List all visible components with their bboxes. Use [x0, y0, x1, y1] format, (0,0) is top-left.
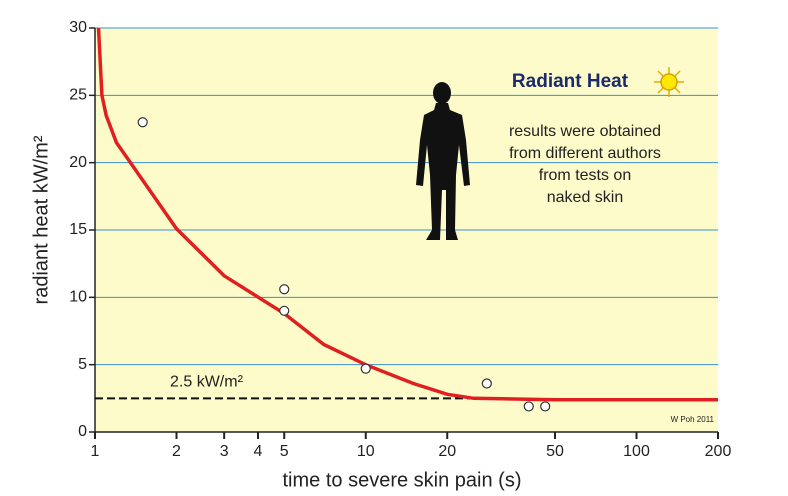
- x-tick-label: 2: [172, 443, 181, 460]
- annotation-title: Radiant Heat: [512, 71, 629, 92]
- x-axis-label: time to severe skin pain (s): [283, 469, 522, 491]
- data-point: [523, 401, 534, 412]
- human-silhouette: [416, 82, 470, 240]
- x-tick-label: 20: [438, 443, 456, 460]
- note: naked skin: [547, 189, 624, 206]
- y-tick-label: 30: [69, 19, 87, 36]
- data-point: [137, 117, 148, 128]
- y-axis-label: radiant heat kW/m²: [30, 135, 52, 304]
- data-point: [540, 401, 551, 412]
- x-tick-label: 4: [254, 443, 263, 460]
- y-tick-label: 10: [69, 289, 87, 306]
- note: results were obtained: [509, 123, 661, 140]
- x-tick-label: 10: [357, 443, 375, 460]
- reference-label: 2.5 kW/m²: [170, 374, 244, 391]
- y-tick-label: 5: [78, 356, 87, 373]
- data-point: [360, 363, 371, 374]
- x-tick-label: 200: [705, 443, 732, 460]
- data-point: [481, 378, 492, 389]
- data-point: [279, 305, 290, 316]
- y-tick-label: 20: [69, 154, 87, 171]
- note: from tests on: [539, 167, 631, 184]
- credit: W Poh 2011: [671, 415, 715, 424]
- grid: [95, 27, 718, 366]
- y-tick-label: 0: [78, 423, 87, 440]
- y-tick-label: 25: [69, 87, 87, 104]
- x-tick-label: 3: [220, 443, 229, 460]
- x-tick-label: 100: [623, 443, 650, 460]
- note: from different authors: [509, 145, 661, 162]
- x-tick-label: 1: [91, 443, 100, 460]
- x-tick-label: 5: [280, 443, 289, 460]
- data-point: [279, 284, 290, 295]
- sun-icon: [654, 67, 684, 97]
- fit-curve: [96, 27, 718, 402]
- x-tick-label: 50: [546, 443, 564, 460]
- y-tick-label: 15: [69, 221, 87, 238]
